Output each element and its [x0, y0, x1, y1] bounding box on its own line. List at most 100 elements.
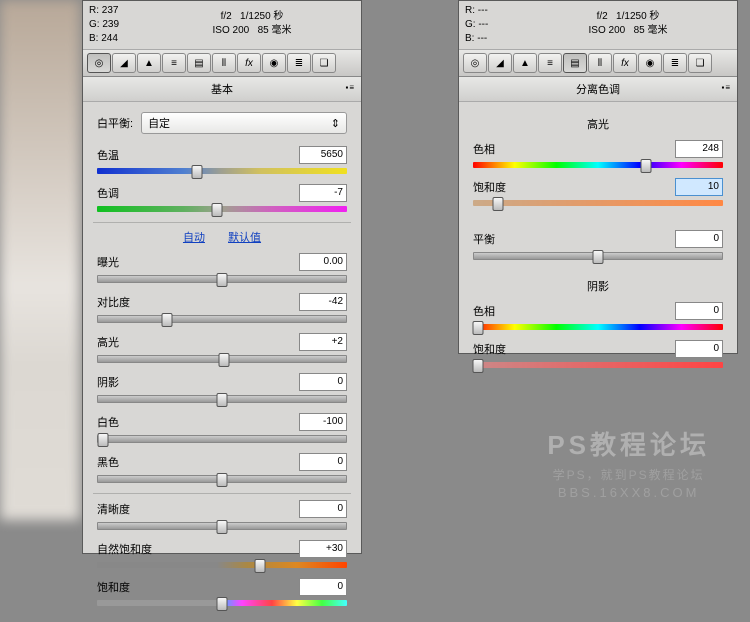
- tab-basic-icon[interactable]: ◎: [463, 53, 487, 73]
- slider-handle[interactable]: [473, 321, 484, 335]
- auto-link[interactable]: 自动: [183, 232, 205, 244]
- tab-curve-icon[interactable]: ◢: [112, 53, 136, 73]
- slider-label: 清晰度: [97, 501, 130, 517]
- slider-label: 阴影: [97, 374, 119, 390]
- slider-label: 曝光: [97, 254, 119, 270]
- tab-split-icon[interactable]: ▤: [563, 53, 587, 73]
- slider-value[interactable]: 5650: [299, 146, 347, 164]
- slider-value[interactable]: 0: [299, 373, 347, 391]
- slider-handle[interactable]: [217, 273, 228, 287]
- slider-value[interactable]: -100: [299, 413, 347, 431]
- slider-handle[interactable]: [217, 473, 228, 487]
- slider-value[interactable]: +2: [299, 333, 347, 351]
- slider-handle[interactable]: [217, 520, 228, 534]
- tab-hsl-icon[interactable]: ≡: [538, 53, 562, 73]
- slider-handle[interactable]: [97, 433, 108, 447]
- slider-track[interactable]: [97, 475, 347, 483]
- slider-value[interactable]: -7: [299, 184, 347, 202]
- slider-track[interactable]: [473, 252, 723, 260]
- slider-handle[interactable]: [493, 197, 504, 211]
- slider-handle[interactable]: [473, 359, 484, 373]
- slider-row: 饱和度 0: [97, 578, 347, 606]
- tab-fx-icon[interactable]: fx: [237, 53, 261, 73]
- slider-track[interactable]: [97, 435, 347, 443]
- info-bar: R: --- G: --- B: --- f/2 1/1250 秒 ISO 20…: [459, 1, 737, 49]
- tab-fx-icon[interactable]: fx: [613, 53, 637, 73]
- slider-handle[interactable]: [192, 165, 203, 179]
- slider-handle[interactable]: [217, 597, 228, 611]
- tab-snapshot-icon[interactable]: ❏: [312, 53, 336, 73]
- slider-handle[interactable]: [217, 393, 228, 407]
- slider-value[interactable]: +30: [299, 540, 347, 558]
- tab-camera-icon[interactable]: ◉: [638, 53, 662, 73]
- slider-label: 色相: [473, 141, 495, 157]
- slider-track[interactable]: [97, 206, 347, 212]
- tab-basic-icon[interactable]: ◎: [87, 53, 111, 73]
- slider-value[interactable]: 0: [299, 578, 347, 596]
- slider-label: 色相: [473, 303, 495, 319]
- tab-detail-icon[interactable]: ▲: [513, 53, 537, 73]
- slider-row: 自然饱和度 +30: [97, 540, 347, 568]
- slider-value[interactable]: 248: [675, 140, 723, 158]
- slider-track[interactable]: [97, 168, 347, 174]
- slider-value[interactable]: 0: [675, 340, 723, 358]
- slider-label: 平衡: [473, 231, 495, 247]
- tab-icon-bar: ◎ ◢ ▲ ≡ ▤ ⦀ fx ◉ ≣ ❏: [459, 49, 737, 77]
- slider-label: 自然饱和度: [97, 541, 152, 557]
- tab-preset-icon[interactable]: ≣: [663, 53, 687, 73]
- slider-row: 饱和度 10: [473, 178, 723, 206]
- slider-track[interactable]: [97, 355, 347, 363]
- slider-handle[interactable]: [162, 313, 173, 327]
- tab-hsl-icon[interactable]: ≡: [162, 53, 186, 73]
- slider-row: 色调 -7: [97, 184, 347, 212]
- slider-label: 色调: [97, 185, 119, 201]
- slider-value[interactable]: 0: [299, 453, 347, 471]
- slider-handle[interactable]: [212, 203, 223, 217]
- slider-row: 阴影 0: [97, 373, 347, 403]
- slider-value[interactable]: 0: [299, 500, 347, 518]
- info-bar: R: 237 G: 239 B: 244 f/2 1/1250 秒 ISO 20…: [83, 1, 361, 49]
- slider-handle[interactable]: [219, 353, 230, 367]
- slider-row: 对比度 -42: [97, 293, 347, 323]
- slider-track[interactable]: [97, 562, 347, 568]
- tab-snapshot-icon[interactable]: ❏: [688, 53, 712, 73]
- slider-row: 黑色 0: [97, 453, 347, 483]
- slider-handle[interactable]: [593, 250, 604, 264]
- slider-track[interactable]: [97, 600, 347, 606]
- tab-icon-bar: ◎ ◢ ▲ ≡ ▤ ⦀ fx ◉ ≣ ❏: [83, 49, 361, 77]
- slider-value[interactable]: -42: [299, 293, 347, 311]
- tab-split-icon[interactable]: ▤: [187, 53, 211, 73]
- slider-row: 平衡 0: [473, 230, 723, 260]
- slider-track[interactable]: [473, 324, 723, 330]
- tab-camera-icon[interactable]: ◉: [262, 53, 286, 73]
- tab-preset-icon[interactable]: ≣: [287, 53, 311, 73]
- default-link[interactable]: 默认值: [228, 232, 261, 244]
- slider-track[interactable]: [97, 395, 347, 403]
- wb-label: 白平衡:: [97, 115, 133, 131]
- slider-value[interactable]: 0: [675, 302, 723, 320]
- slider-label: 黑色: [97, 454, 119, 470]
- slider-label: 饱和度: [97, 579, 130, 595]
- slider-track[interactable]: [97, 315, 347, 323]
- panel-menu-icon[interactable]: ▪≡: [345, 83, 355, 92]
- slider-track[interactable]: [473, 362, 723, 368]
- tab-curve-icon[interactable]: ◢: [488, 53, 512, 73]
- wb-select[interactable]: 自定⇕: [141, 112, 347, 134]
- tab-lens-icon[interactable]: ⦀: [588, 53, 612, 73]
- slider-handle[interactable]: [254, 559, 265, 573]
- slider-value[interactable]: 0.00: [299, 253, 347, 271]
- chevron-updown-icon: ⇕: [331, 117, 340, 130]
- slider-label: 饱和度: [473, 341, 506, 357]
- slider-value[interactable]: 10: [675, 178, 723, 196]
- slider-value[interactable]: 0: [675, 230, 723, 248]
- tab-detail-icon[interactable]: ▲: [137, 53, 161, 73]
- slider-track[interactable]: [97, 522, 347, 530]
- watermark: PS教程论坛 学PS，就到PS教程论坛 BBS.16XX8.COM: [547, 425, 710, 500]
- slider-track[interactable]: [473, 162, 723, 168]
- slider-handle[interactable]: [640, 159, 651, 173]
- tab-lens-icon[interactable]: ⦀: [212, 53, 236, 73]
- slider-row: 曝光 0.00: [97, 253, 347, 283]
- slider-track[interactable]: [473, 200, 723, 206]
- panel-menu-icon[interactable]: ▪≡: [721, 83, 731, 92]
- slider-track[interactable]: [97, 275, 347, 283]
